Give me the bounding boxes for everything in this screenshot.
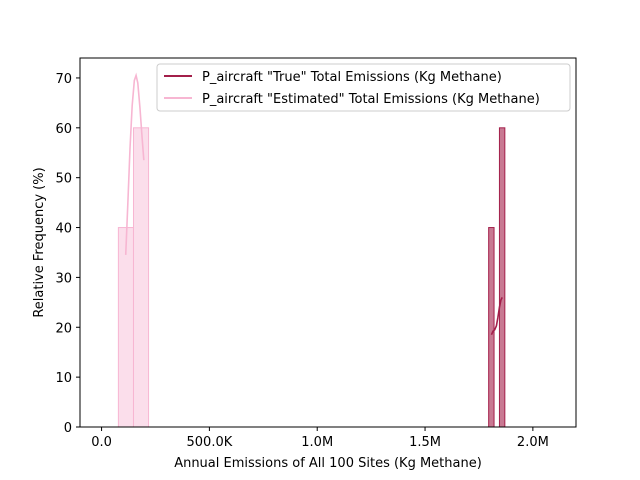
x-axis-ticks: 0.0 500.0K 1.0M 1.5M 2.0M <box>91 427 549 450</box>
y-tick-label-4: 40 <box>55 222 72 237</box>
bars-layer <box>117 127 555 428</box>
bar-estimated-1 <box>132 127 150 428</box>
x-tick-label-0: 0.0 <box>91 435 112 450</box>
y-tick-label-3: 30 <box>55 271 72 286</box>
x-tick-label-4: 2.0M <box>517 435 549 450</box>
x-tick-label-2: 1.0M <box>301 435 333 450</box>
y-axis-label: Relative Frequency (%) <box>32 167 47 317</box>
y-tick-label-0: 0 <box>64 421 72 436</box>
legend: P_aircraft "True" Total Emissions (Kg Me… <box>156 63 571 112</box>
x-axis-label: Annual Emissions of All 100 Sites (Kg Me… <box>174 456 482 471</box>
plot-frame <box>79 57 577 428</box>
bar-true-1 <box>498 127 506 428</box>
y-tick-label-6: 60 <box>55 122 72 137</box>
kde-layer <box>124 72 503 336</box>
y-tick-label-2: 20 <box>55 321 72 336</box>
x-tick-label-3: 1.5M <box>409 435 441 450</box>
y-tick-label-1: 10 <box>55 371 72 386</box>
x-tick-label-1: 500.0K <box>187 435 233 450</box>
bar-estimated-0 <box>117 227 134 428</box>
y-tick-label-7: 70 <box>55 72 72 87</box>
legend-label-true: P_aircraft "True" Total Emissions (Kg Me… <box>202 70 502 85</box>
y-tick-label-5: 50 <box>55 172 72 187</box>
y-axis-ticks: 0 10 20 30 40 50 60 70 <box>55 72 80 436</box>
kde-line-estimated <box>124 72 145 256</box>
legend-label-estimated: P_aircraft "Estimated" Total Emissions (… <box>202 92 540 107</box>
kde-line-true <box>490 296 503 336</box>
bar-true-0 <box>488 227 495 428</box>
legend-box <box>156 63 571 112</box>
